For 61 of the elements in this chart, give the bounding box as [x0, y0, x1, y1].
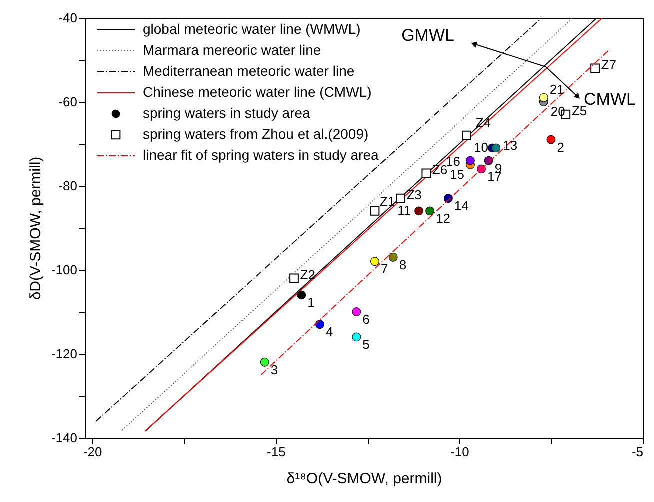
point: [352, 332, 362, 342]
point: [297, 290, 306, 300]
annotation: 13: [503, 138, 518, 154]
annotation: 16: [446, 154, 460, 169]
annotation: 21: [550, 82, 564, 97]
y-tick-label: -120: [51, 346, 78, 362]
point: [422, 168, 432, 178]
annotation: 7: [381, 262, 388, 277]
x-tick-label: -15: [266, 444, 286, 460]
legend-label: linear fit of spring waters in study area: [143, 147, 379, 163]
point: [290, 274, 299, 284]
point: [396, 194, 406, 204]
annotation: 15: [450, 167, 464, 182]
point: [414, 206, 424, 216]
x-axis-title: δ¹⁸O(V-SMOW, permill): [286, 470, 442, 488]
point: [260, 358, 270, 367]
annotation: 20: [550, 104, 566, 119]
point: [462, 130, 472, 140]
annotation: Z1: [380, 194, 396, 210]
legend-label: Marmara mereoric water line: [143, 42, 322, 58]
x-tick-label: -10: [450, 444, 470, 460]
x-tick-label: -20: [83, 444, 102, 460]
annotation: GMWL: [402, 26, 454, 45]
annotation: 14: [454, 198, 469, 214]
annotation: 2: [557, 140, 564, 155]
point: [590, 64, 600, 74]
annotation: Z7: [601, 57, 616, 72]
annotation: 3: [270, 362, 278, 378]
point: [370, 206, 380, 216]
y-axis-title: δD(V-SMOW, permill): [27, 156, 44, 300]
annotation: 4: [326, 324, 334, 340]
annotation: Z3: [406, 188, 422, 203]
y-tick-label: -40: [58, 10, 78, 26]
annotation: 5: [362, 337, 370, 352]
point: [370, 257, 380, 266]
annotation: 6: [362, 312, 370, 327]
legend-label: spring waters from Zhou et al.(2009): [143, 126, 369, 142]
y-tick-label: -140: [51, 430, 78, 446]
legend-label: global meteoric water line (WMWL): [143, 21, 361, 37]
legend-label: Chinese meteoric water line (CMWL): [143, 84, 372, 100]
point: [388, 252, 398, 262]
y-tick-label: -100: [51, 262, 78, 278]
annotation: 11: [398, 203, 412, 218]
point: [315, 320, 324, 330]
legend-label: Mediterranean meteoric water line: [143, 63, 355, 79]
point: [466, 156, 475, 166]
annotation: Z6: [432, 162, 448, 178]
point: [492, 144, 501, 153]
legend-label: spring waters in study area: [143, 105, 311, 121]
annotation: Z2: [300, 267, 316, 282]
annotation: 1: [308, 295, 315, 310]
annotation: 10: [474, 140, 488, 156]
y-tick-label: -80: [58, 178, 78, 194]
point: [539, 93, 548, 102]
x-tick-label: -5: [632, 444, 644, 460]
y-tick-label: -60: [58, 94, 78, 110]
annotation: 8: [399, 257, 407, 272]
point: [352, 308, 362, 316]
point: [546, 135, 556, 144]
annotation: 12: [436, 211, 451, 226]
point: [426, 206, 435, 216]
